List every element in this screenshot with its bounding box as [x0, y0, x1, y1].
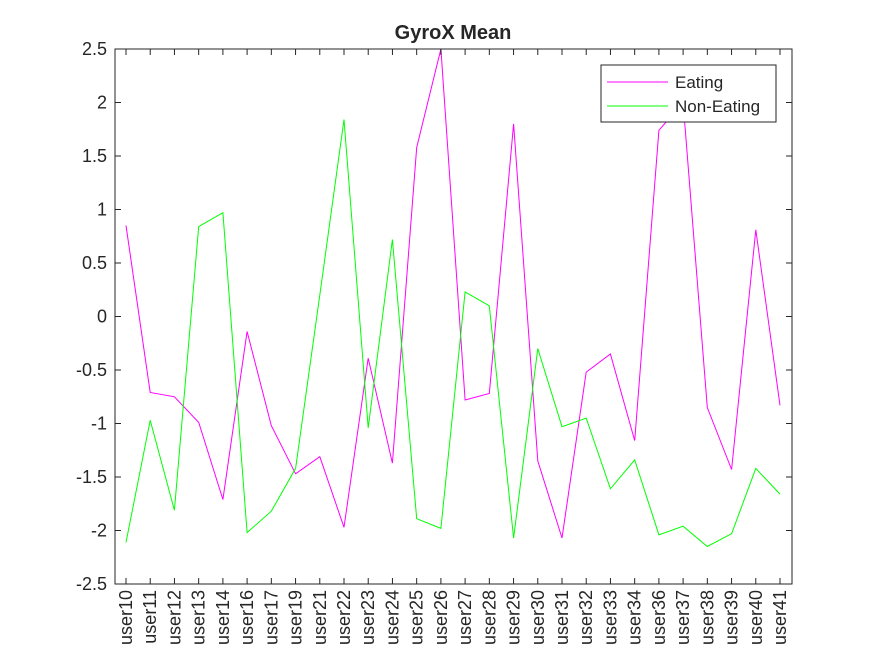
x-tick-label: user33	[600, 590, 620, 645]
x-tick-label: user25	[407, 590, 427, 645]
y-tick-label: -1	[91, 414, 107, 434]
chart-title: GyroX Mean	[395, 22, 512, 44]
x-tick-label: user23	[358, 590, 378, 645]
x-tick-label: user24	[382, 590, 402, 645]
y-tick-label: 1	[97, 200, 107, 220]
x-tick-label: user30	[528, 590, 548, 645]
y-tick-label: -1.5	[76, 467, 107, 487]
plot-area	[115, 49, 792, 584]
x-tick-label: user22	[334, 590, 354, 645]
x-tick-label: user11	[140, 590, 160, 644]
x-tick-label: user37	[673, 590, 693, 645]
x-tick-label: user14	[213, 590, 233, 645]
x-tick-label: user36	[649, 590, 669, 645]
x-tick-label: user34	[625, 590, 645, 645]
y-tick-label: 2	[97, 93, 107, 113]
x-tick-label: user40	[746, 590, 766, 645]
x-tick-label: user39	[722, 590, 742, 645]
x-tick-label: user32	[576, 590, 596, 645]
y-tick-label: 1.5	[82, 146, 107, 166]
x-tick-label: user10	[116, 590, 136, 645]
y-tick-label: -0.5	[76, 360, 107, 380]
legend-label-non-eating: Non-Eating	[675, 97, 760, 116]
y-tick-label: -2.5	[76, 574, 107, 594]
x-tick-label: user38	[697, 590, 717, 645]
y-axis-ticks: 2.5 2 1.5 1 0.5 0 -0.5 -1 -1.5 -2 -2.5	[76, 39, 792, 594]
x-tick-label: user26	[431, 590, 451, 645]
legend: Eating Non-Eating	[600, 64, 777, 123]
series-line-non-eating	[125, 119, 781, 548]
x-tick-label: user13	[189, 590, 209, 645]
legend-label-eating: Eating	[675, 73, 723, 92]
x-tick-label: user31	[552, 590, 572, 645]
x-tick-label: user17	[261, 590, 281, 645]
legend-box	[600, 64, 777, 123]
x-tick-label: user41	[770, 590, 790, 645]
y-tick-label: -2	[91, 521, 107, 541]
y-tick-label: 2.5	[82, 39, 107, 59]
x-tick-label: user19	[286, 590, 306, 645]
y-tick-label: 0	[97, 307, 107, 327]
x-axis-ticks: user10 user11 user12 user13 user14 user16 user…	[116, 49, 790, 645]
x-tick-label: user29	[504, 590, 524, 645]
x-tick-label: user16	[237, 590, 257, 645]
x-tick-label: user21	[310, 590, 330, 645]
x-tick-label: user27	[455, 590, 475, 645]
x-tick-label: user28	[479, 590, 499, 645]
y-tick-label: 0.5	[82, 253, 107, 273]
x-tick-label: user12	[164, 590, 184, 645]
